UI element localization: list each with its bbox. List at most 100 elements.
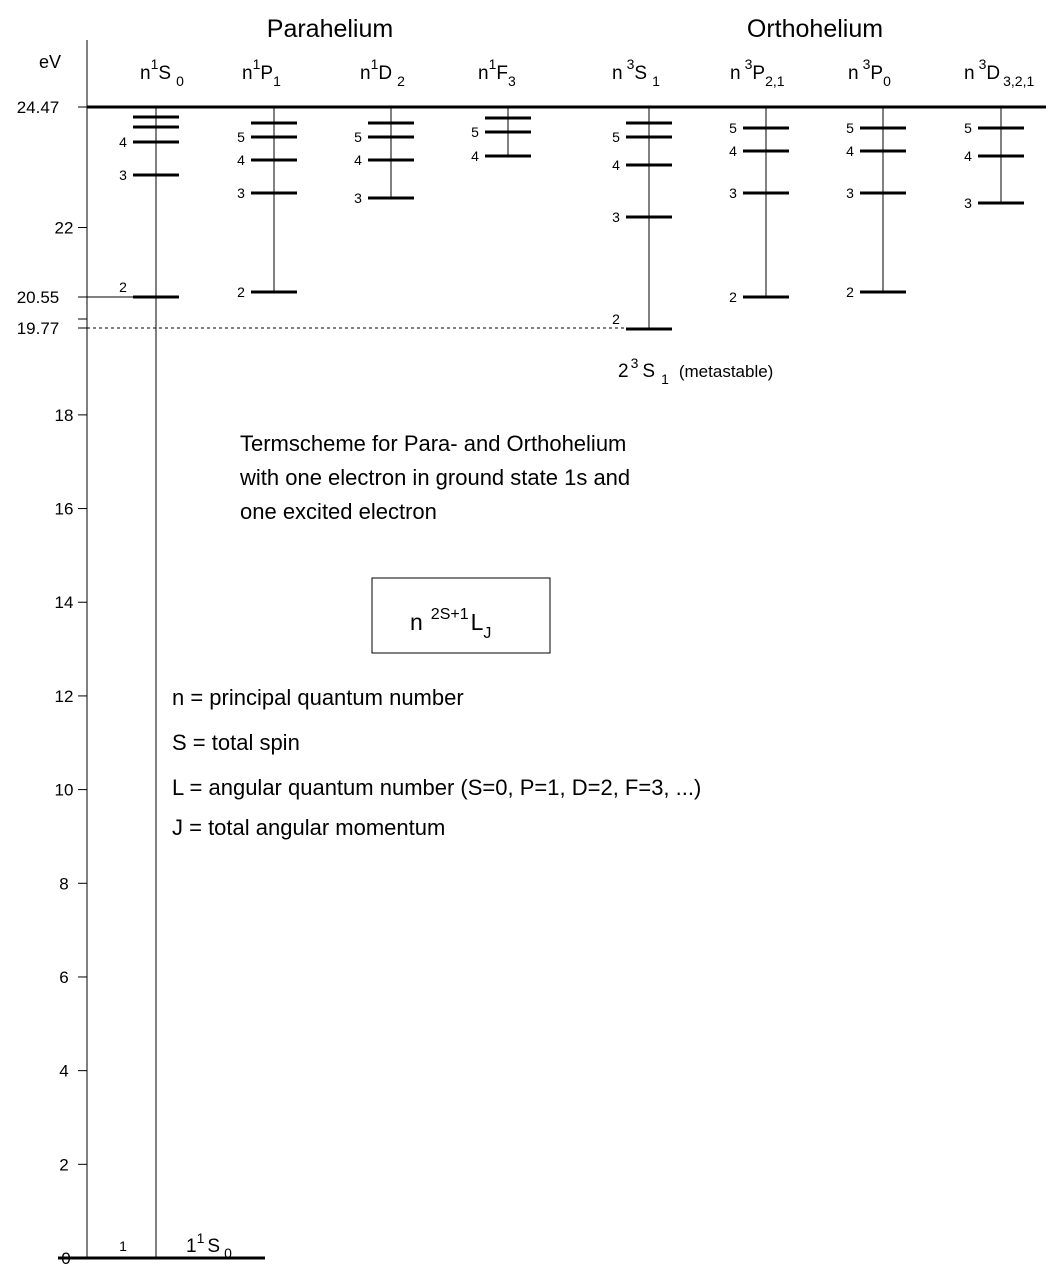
axis-tick-label-4: 4 — [59, 1062, 68, 1081]
series-n1D2-level-label-5: 5 — [354, 129, 362, 145]
series-heading-n1P1-letter: P — [260, 63, 273, 84]
series-heading-n3D321-main: n — [964, 63, 975, 84]
series-n3D321-level-label-5: 5 — [964, 120, 972, 136]
series-heading-n3D321-sup: 3 — [979, 56, 987, 72]
axis-tick-label-6: 6 — [59, 968, 68, 987]
axis-tick-label-16: 16 — [55, 500, 74, 519]
notation-formula: n 2S+1LJ — [410, 606, 491, 642]
series-heading-n3D321-letter: D — [986, 63, 1000, 84]
series-heading-n3D321-sub: 3,2,1 — [1003, 73, 1034, 89]
metastable-term-sup: 3 — [631, 355, 639, 371]
ground-state-term-letter: S — [207, 1236, 220, 1257]
series-heading-n3P21-main: n — [730, 63, 741, 84]
series-heading-n1F3-sub: 3 — [508, 73, 516, 89]
series-n3D321-level-label-4: 4 — [964, 148, 972, 164]
series-n1F3-level-label-5: 5 — [471, 124, 479, 140]
series-n3S1-level-label-5: 5 — [612, 129, 620, 145]
series-heading-n1D2-letter: D — [378, 63, 392, 84]
series-heading-n1D2: n1D 2 — [360, 56, 405, 89]
metastable-term-sub: 1 — [661, 371, 669, 387]
parahelium-heading: Parahelium — [267, 15, 393, 43]
ground-state-n-label: 1 — [119, 1238, 127, 1254]
series-heading-n3D321: n 3D 3,2,1 — [964, 56, 1034, 89]
legend-j: J = total angular momentum — [172, 815, 445, 840]
notation-formula-main: n — [410, 609, 423, 635]
series-heading-n1P1: n1P1 — [242, 56, 281, 89]
series-heading-n1F3: n1F3 — [478, 56, 516, 89]
ground-state-term-sup: 1 — [197, 1230, 205, 1246]
series-heading-n3P0-main: n — [848, 63, 859, 84]
notation-box — [371, 577, 551, 654]
series-n3P0-level-label-2: 2 — [846, 284, 854, 300]
series-heading-n3P21-sub: 2,1 — [765, 73, 785, 89]
series-heading-n3S1-sup: 3 — [627, 56, 635, 72]
legend-n: n = principal quantum number — [172, 685, 464, 710]
series-heading-n3S1-main: n — [612, 63, 623, 84]
series-n3P21-level-label-3: 3 — [729, 185, 737, 201]
series-n3P0-level-label-4: 4 — [846, 143, 854, 159]
series-heading-n1S0: n1S 0 — [140, 56, 184, 89]
series-heading-n3P0: n 3P0 — [848, 56, 891, 89]
series-heading-n3P21-sup: 3 — [745, 56, 753, 72]
legend-l: L = angular quantum number (S=0, P=1, D=… — [172, 775, 701, 800]
metastable-note: (metastable) — [679, 362, 773, 381]
series-n3S1-level-label-3: 3 — [612, 209, 620, 225]
axis-tick-label-14: 14 — [55, 593, 74, 612]
series-n1P1-level-label-3: 3 — [237, 185, 245, 201]
series-n3P21-level-label-2: 2 — [729, 289, 737, 305]
series-heading-n1D2-sup: 1 — [371, 56, 379, 72]
series-n3S1-level-label-2: 2 — [612, 311, 620, 327]
series-headings: n1S 0 n1P1 n1D 2 n1F3 n 3S 1 n 3P2,1 n 3P0 n 3D… — [140, 56, 1034, 89]
ground-state-term-main: 1 — [186, 1236, 197, 1257]
series-n1D2-level-label-4: 4 — [354, 152, 362, 168]
series-heading-n1P1-sup: 1 — [253, 56, 261, 72]
series-heading-n1F3-letter: F — [496, 63, 508, 84]
legend-s: S = total spin — [172, 730, 300, 755]
series-n1F3-level-label-4: 4 — [471, 148, 479, 164]
caption-line-1: Termscheme for Para- and Orthohelium — [240, 431, 626, 456]
notation-formula-sub: J — [483, 625, 491, 642]
axis-tick-label-22: 22 — [55, 219, 74, 238]
series-n1S0-level-label-4: 4 — [119, 134, 127, 150]
metastable-term-label: 2 3 S 1 (metastable) — [618, 355, 773, 387]
series-n3S1-level-label-4: 4 — [612, 157, 620, 173]
series-heading-n3S1-sub: 1 — [652, 73, 660, 89]
series-heading-n1S0-sup: 1 — [151, 56, 159, 72]
axis-tick-label-10: 10 — [55, 781, 74, 800]
series-heading-n3P21: n 3P2,1 — [730, 56, 785, 89]
series-n1P1-level-label-4: 4 — [237, 152, 245, 168]
series-heading-n1D2-sub: 2 — [397, 73, 405, 89]
ground-state-term-sub: 0 — [224, 1245, 232, 1261]
series-n3P0-level-label-5: 5 — [846, 120, 854, 136]
axis-tick-label-8: 8 — [59, 874, 68, 893]
axis-tick-label-24.47: 24.47 — [17, 98, 60, 117]
series-heading-n1P1-sub: 1 — [273, 73, 281, 89]
axis-tick-label-12: 12 — [55, 687, 74, 706]
series-heading-n3P0-letter: P — [870, 63, 883, 84]
series-heading-n1S0-letter: S — [158, 63, 171, 84]
series-heading-n1F3-sup: 1 — [489, 56, 497, 72]
series-heading-n1F3-main: n — [478, 63, 489, 84]
axis-tick-label-19.77: 19.77 — [17, 319, 60, 338]
metastable-term-letter: S — [642, 361, 655, 382]
series-n1S0-level-label-3: 3 — [119, 167, 127, 183]
series-n1D2-level-label-3: 3 — [354, 190, 362, 206]
series-n3P21-level-label-4: 4 — [729, 143, 737, 159]
series-heading-n3P0-sub: 0 — [883, 73, 891, 89]
series-heading-n3S1: n 3S 1 — [612, 56, 660, 89]
orthohelium-heading: Orthohelium — [747, 15, 883, 43]
energy-axis-unit: eV — [39, 52, 61, 72]
series-heading-n1P1-main: n — [242, 63, 253, 84]
series-n3P21-level-label-5: 5 — [729, 120, 737, 136]
caption-line-3: one excited electron — [240, 499, 437, 524]
series-n1S0-level-label-2: 2 — [119, 279, 127, 295]
metastable-term-main: 2 — [618, 361, 629, 382]
series-heading-n3S1-letter: S — [634, 63, 647, 84]
notation-formula-sup: 2S+1 — [431, 606, 469, 623]
series-n3P0-level-label-3: 3 — [846, 185, 854, 201]
series-n1P1-level-label-2: 2 — [237, 284, 245, 300]
axis-tick-label-2: 2 — [59, 1155, 68, 1174]
